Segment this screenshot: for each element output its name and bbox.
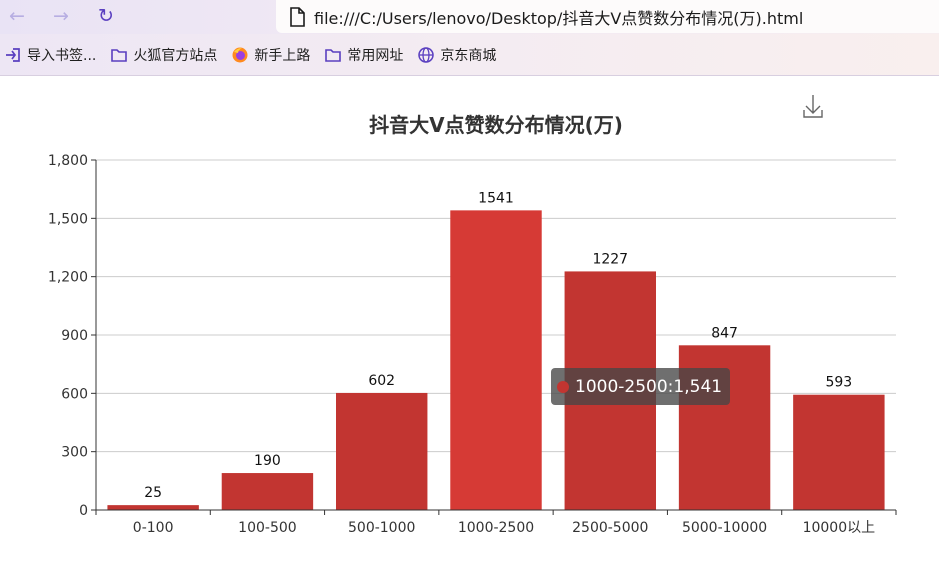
tooltip-value: 1,541 <box>673 376 723 397</box>
x-tick-label: 100-500 <box>238 520 297 536</box>
bar[interactable] <box>450 210 542 510</box>
axes: 0 300 600 900 1,200 1,500 1,800 0-100 100-500 500… <box>48 153 897 536</box>
tooltip-marker-icon <box>557 380 569 393</box>
bar-value-label: 190 <box>254 453 281 469</box>
document-icon <box>290 6 305 27</box>
firefox-icon <box>232 47 248 62</box>
bar-value-label: 1541 <box>478 190 514 206</box>
bar-value-label: 593 <box>825 375 852 391</box>
bookmark-label: 常用网址 <box>347 47 404 64</box>
tooltip-category: 1000-2500 <box>575 376 668 397</box>
x-tick-label: 10000以上 <box>803 520 876 536</box>
y-tick-label: 600 <box>61 386 88 402</box>
bookmark-label: 新手上路 <box>254 47 311 64</box>
x-tick-label: 0-100 <box>133 520 174 536</box>
forward-button[interactable]: → <box>53 5 69 27</box>
bar[interactable] <box>336 392 428 510</box>
bar-value-label: 25 <box>144 485 162 501</box>
globe-icon <box>418 46 435 63</box>
bookmarks-bar: 导入书签... 火狐官方站点 新手上路 常用网址 京东商城 <box>0 34 939 76</box>
x-tick-label: 1000-2500 <box>458 520 534 536</box>
y-tick-label: 900 <box>61 328 88 344</box>
bar-value-label: 1227 <box>592 251 628 267</box>
import-icon <box>6 47 20 62</box>
x-tick-label: 5000-10000 <box>682 520 767 536</box>
y-tick-label: 1,200 <box>48 270 88 286</box>
bookmark-import[interactable]: 导入书签... <box>4 45 96 65</box>
bookmark-label: 导入书签... <box>27 47 97 64</box>
y-tick-label: 1,800 <box>48 153 88 169</box>
bar[interactable] <box>793 394 885 510</box>
page-content: 抖音大V点赞数分布情况(万) 25 190 602 1541 1227 847 593 0 3… <box>0 76 939 571</box>
folder-icon <box>325 48 342 62</box>
bar-value-label: 847 <box>711 325 738 341</box>
bar[interactable] <box>107 505 199 510</box>
bar-value-label: 602 <box>368 373 395 389</box>
bookmark-jd[interactable]: 京东商城 <box>417 45 496 65</box>
url-bar[interactable]: file:///C:/Users/lenovo/Desktop/抖音大V点赞数分… <box>276 0 939 33</box>
bar[interactable] <box>221 473 314 510</box>
back-button[interactable]: ← <box>9 5 25 27</box>
browser-toolbar: ← → ↻ file:///C:/Users/lenovo/Desktop/抖音… <box>0 0 939 34</box>
bookmark-getting-started[interactable]: 新手上路 <box>231 45 310 65</box>
bookmark-label: 火狐官方站点 <box>133 47 218 64</box>
download-icon[interactable] <box>803 95 823 118</box>
bookmark-label: 京东商城 <box>440 47 497 64</box>
y-tick-label: 0 <box>79 503 88 519</box>
folder-icon <box>111 48 128 62</box>
x-tick-label: 500-1000 <box>348 520 415 536</box>
bookmark-firefox-site[interactable]: 火狐官方站点 <box>110 45 217 65</box>
bars: 25 190 602 1541 1227 847 593 <box>107 190 885 510</box>
bookmark-common-sites[interactable]: 常用网址 <box>324 45 403 65</box>
x-tick-label: 2500-5000 <box>572 520 648 536</box>
bar-chart: 抖音大V点赞数分布情况(万) 25 190 602 1541 1227 847 593 0 3… <box>48 95 897 536</box>
tooltip: 1000-2500: 1,541 <box>551 368 731 405</box>
y-tick-label: 1,500 <box>48 211 88 227</box>
reload-button[interactable]: ↻ <box>98 5 114 27</box>
tooltip-separator: : <box>667 376 674 397</box>
y-tick-label: 300 <box>61 445 88 461</box>
chart-title: 抖音大V点赞数分布情况(万) <box>369 113 623 137</box>
url-text[interactable]: file:///C:/Users/lenovo/Desktop/抖音大V点赞数分… <box>314 8 804 28</box>
